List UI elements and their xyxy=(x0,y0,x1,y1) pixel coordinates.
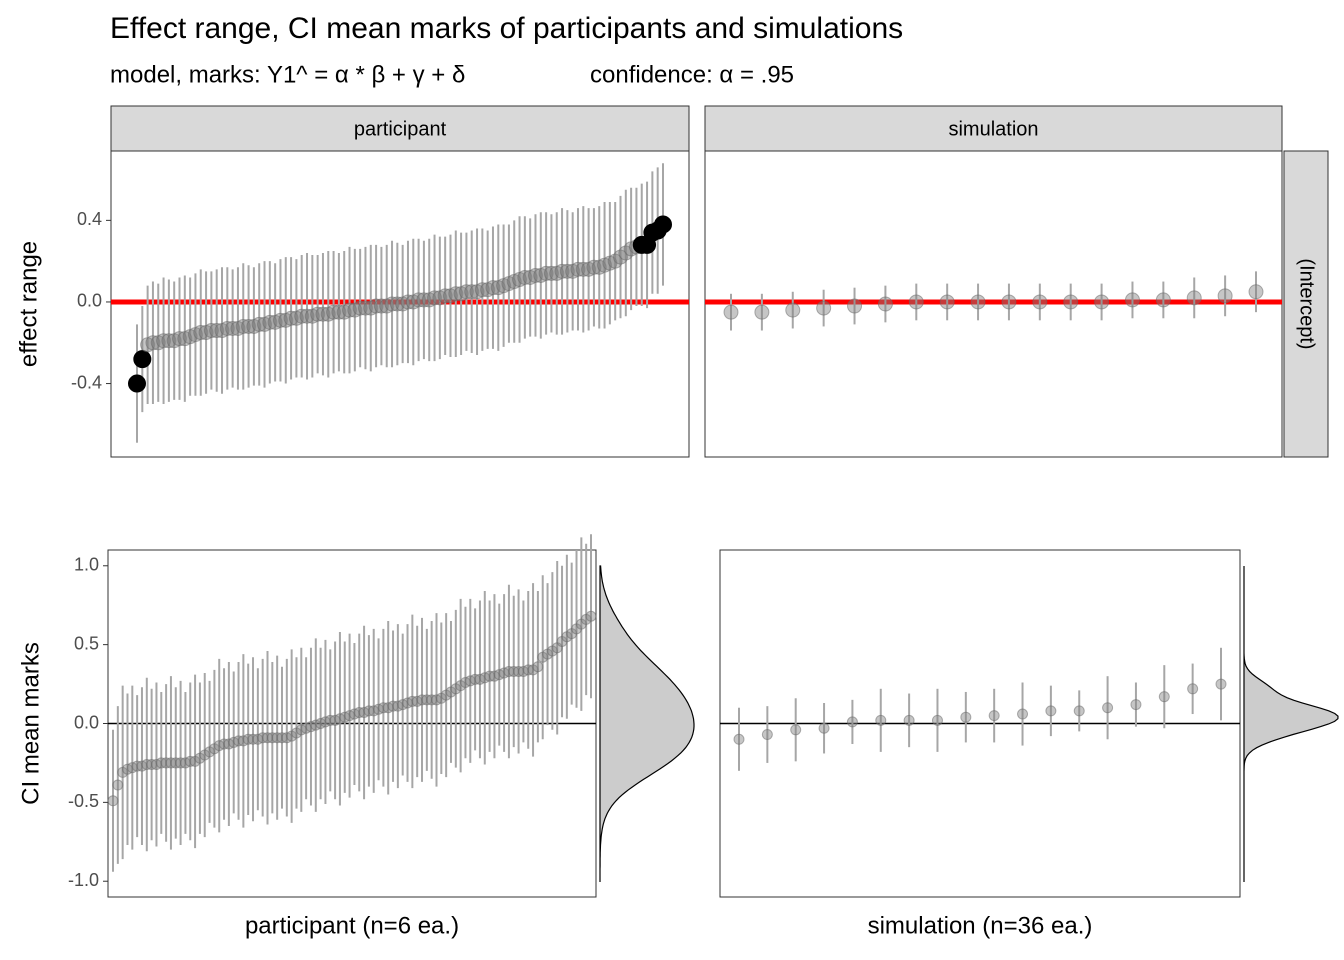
point xyxy=(107,795,119,807)
point xyxy=(532,661,544,673)
point xyxy=(1045,705,1057,717)
y-axis-label: CI mean marks xyxy=(17,642,44,805)
point xyxy=(1155,292,1171,308)
y-tick-label: 0.5 xyxy=(74,633,99,653)
strip xyxy=(1283,150,1329,458)
y-tick-label: -0.5 xyxy=(68,791,99,811)
point xyxy=(294,308,310,324)
point xyxy=(235,318,251,334)
y-axis-label: effect range xyxy=(15,241,42,367)
x-axis-label: participant (n=6 ea.) xyxy=(245,912,459,939)
x-axis-label: simulation (n=36 ea.) xyxy=(868,912,1093,939)
point xyxy=(908,294,924,310)
point xyxy=(847,298,863,314)
point xyxy=(570,261,586,277)
point xyxy=(1130,699,1142,711)
chart-subtitle: confidence: α = .95 xyxy=(590,61,794,88)
point xyxy=(970,294,986,310)
point xyxy=(1215,678,1227,690)
density-curve xyxy=(1243,566,1339,882)
point xyxy=(754,304,770,320)
point xyxy=(1186,290,1202,306)
point xyxy=(133,350,152,369)
point xyxy=(931,714,943,726)
point xyxy=(203,323,219,339)
strip-label: simulation xyxy=(948,118,1038,140)
point xyxy=(352,300,368,316)
point xyxy=(1094,294,1110,310)
point xyxy=(1063,294,1079,310)
point xyxy=(112,779,124,791)
point xyxy=(903,714,915,726)
point xyxy=(1102,702,1114,714)
chart-subtitle: model, marks: Y1^ = α * β + γ + δ xyxy=(110,61,465,88)
point xyxy=(128,374,146,393)
y-tick-label: 0.0 xyxy=(77,291,102,311)
point xyxy=(1217,288,1233,304)
point xyxy=(368,298,384,314)
point xyxy=(219,320,235,336)
strip-label: (Intercept) xyxy=(1296,258,1318,349)
point xyxy=(1073,705,1085,717)
density-curve xyxy=(599,565,695,882)
strip-label: participant xyxy=(354,118,447,140)
point xyxy=(1032,294,1048,310)
point xyxy=(654,215,672,234)
point xyxy=(733,733,745,745)
point xyxy=(310,306,326,322)
point xyxy=(326,304,342,320)
point xyxy=(846,716,858,728)
point xyxy=(818,722,830,734)
point xyxy=(723,304,739,320)
strip xyxy=(704,105,1283,152)
strip xyxy=(110,105,690,152)
point xyxy=(875,714,887,726)
point xyxy=(790,724,802,736)
point xyxy=(585,610,597,622)
point xyxy=(988,710,1000,722)
point xyxy=(1001,294,1017,310)
y-tick-label: 0.0 xyxy=(74,712,99,732)
y-tick-label: -0.4 xyxy=(71,372,102,392)
point xyxy=(1248,284,1264,300)
y-tick-label: -1.0 xyxy=(68,870,99,890)
point xyxy=(1187,683,1199,695)
point xyxy=(785,302,801,318)
point xyxy=(384,296,400,312)
point xyxy=(761,729,773,741)
chart-title: Effect range, CI mean marks of participa… xyxy=(110,12,903,45)
point xyxy=(1158,691,1170,703)
point xyxy=(554,263,570,279)
y-tick-label: 1.0 xyxy=(74,555,99,575)
y-tick-label: 0.4 xyxy=(77,209,102,229)
point xyxy=(458,284,474,300)
point xyxy=(939,294,955,310)
point xyxy=(960,711,972,723)
point xyxy=(411,292,427,308)
point xyxy=(1124,292,1140,308)
point xyxy=(156,333,172,349)
point xyxy=(1017,708,1029,720)
point xyxy=(538,265,554,281)
point xyxy=(877,296,893,312)
point xyxy=(816,300,832,316)
